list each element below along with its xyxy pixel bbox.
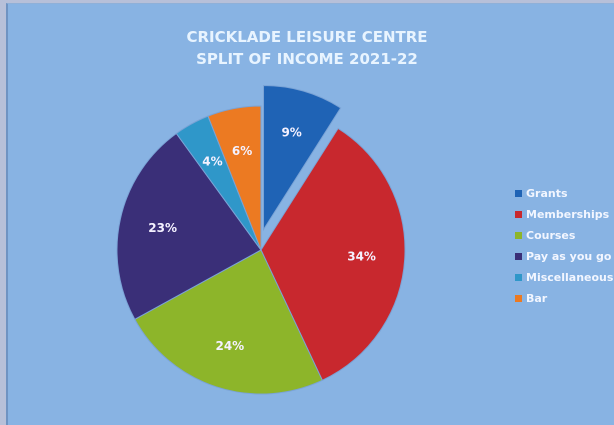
pie-slice-pay-as-you-go xyxy=(116,132,262,321)
legend-swatch xyxy=(515,295,522,302)
legend-label: Bar xyxy=(526,292,548,305)
legend-swatch xyxy=(515,274,522,281)
legend-item-grants: Grants xyxy=(515,183,613,204)
legend-label: Pay as you go xyxy=(526,250,612,263)
data-label-memberships: 34% xyxy=(347,249,376,263)
pie-slice-bar xyxy=(207,105,262,251)
legend-item-miscellaneous: Miscellaneous xyxy=(515,267,613,288)
data-label-bar: 6% xyxy=(232,144,252,158)
legend-item-courses: Courses xyxy=(515,225,613,246)
legend-swatch xyxy=(515,253,522,260)
legend-label: Courses xyxy=(526,229,576,242)
pie-slice-grants xyxy=(263,85,342,232)
legend-item-pay-as-you-go: Pay as you go xyxy=(515,246,613,267)
legend-swatch xyxy=(515,190,522,197)
legend-label: Memberships xyxy=(526,208,610,221)
legend-label: Miscellaneous xyxy=(526,271,614,284)
pie-slice-memberships xyxy=(260,127,406,381)
legend-item-memberships: Memberships xyxy=(515,204,613,225)
legend-swatch xyxy=(515,211,522,218)
chart-subtitle: SPLIT OF INCOME 2021-22 xyxy=(196,50,418,68)
pie-slice-courses xyxy=(134,249,323,395)
chart-title: CRICKLADE LEISURE CENTRE xyxy=(186,28,428,46)
chart-legend: Grants Memberships Courses Pay as you go Mis… xyxy=(515,183,613,309)
data-label-pay-as-you-go: 23% xyxy=(148,221,177,235)
data-label-miscellaneous: 4% xyxy=(202,155,222,169)
legend-swatch xyxy=(515,232,522,239)
legend-label: Grants xyxy=(526,187,568,200)
data-label-grants: 9% xyxy=(281,126,301,140)
data-label-courses: 24% xyxy=(215,339,244,353)
legend-item-bar: Bar xyxy=(515,288,613,309)
chart-title-block: CRICKLADE LEISURE CENTRE SPLIT OF INCOME… xyxy=(0,26,614,70)
